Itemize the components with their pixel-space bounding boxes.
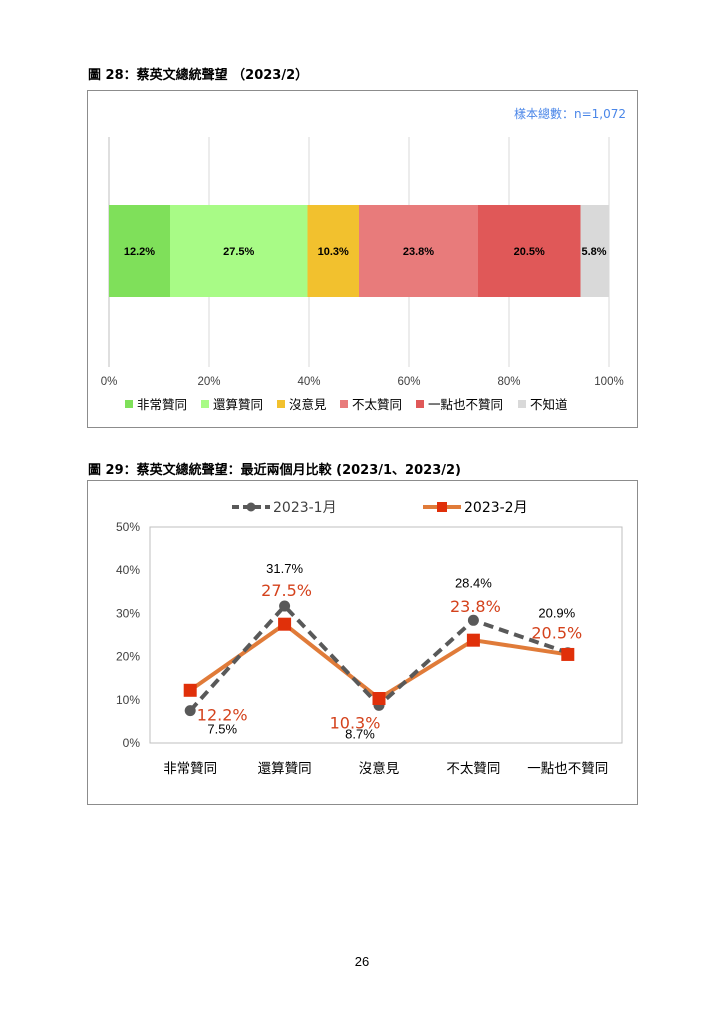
data-point-feb	[372, 692, 386, 706]
legend-label: 非常贊同	[137, 397, 187, 412]
data-point-feb	[561, 647, 575, 661]
plot-area	[149, 526, 623, 744]
y-tick-label: 40%	[116, 563, 140, 577]
legend-label: 不太贊同	[352, 397, 402, 412]
data-point-jan	[279, 600, 291, 612]
data-label-feb: 12.2%	[197, 705, 248, 724]
x-category-label: 還算贊同	[258, 761, 312, 777]
legend-marker-feb	[437, 502, 447, 512]
data-label: 27.5%	[223, 246, 254, 258]
line-chart: 0% 10% 20% 30% 40% 50% 非常贊同 還算贊同 沒意見 不太贊同 一點也不贊同 20…	[116, 500, 623, 777]
figure-29-frame: 0% 10% 20% 30% 40% 50% 非常贊同 還算贊同 沒意見 不太贊同 一點也不贊同 20…	[87, 480, 638, 805]
data-label-feb: 20.5%	[531, 623, 582, 642]
x-tick-label: 20%	[197, 376, 220, 388]
y-tick-label: 20%	[116, 650, 140, 664]
x-tick-label: 80%	[497, 376, 520, 388]
data-label: 20.5%	[514, 246, 545, 258]
figure-28-frame: 樣本總數：n=1,072 0% 20% 40% 60% 80% 100% 12.2% 27.5%…	[87, 90, 638, 428]
y-tick-label: 50%	[116, 520, 140, 534]
stacked-bar-chart: 樣本總數：n=1,072 0% 20% 40% 60% 80% 100% 12.2% 27.5%…	[101, 106, 626, 412]
legend-marker-jan	[246, 502, 256, 512]
data-label-feb: 10.3%	[330, 714, 381, 733]
data-label-jan: 31.7%	[266, 561, 303, 576]
data-label: 23.8%	[403, 246, 434, 258]
y-tick-label: 30%	[116, 606, 140, 620]
legend-label: 沒意見	[289, 397, 327, 412]
legend-swatch	[201, 400, 209, 408]
x-category-label: 不太贊同	[446, 761, 500, 777]
legend-swatch	[340, 400, 348, 408]
bar-segment	[478, 205, 581, 297]
figure-29-title: 圖 29：蔡英文總統聲望：最近兩個月比較 (2023/1、2023/2)	[88, 463, 461, 478]
series-line-feb	[189, 622, 569, 701]
x-tick-label: 0%	[101, 376, 118, 388]
data-label: 5.8%	[582, 246, 607, 258]
data-label: 10.3%	[318, 246, 349, 258]
y-tick-label: 0%	[123, 736, 141, 750]
data-label: 12.2%	[124, 246, 155, 258]
sample-size-label: 樣本總數：n=1,072	[514, 106, 626, 121]
data-label-jan: 8.7%	[345, 726, 375, 741]
bar-segment	[307, 205, 359, 297]
x-category-label: 沒意見	[359, 760, 400, 777]
legend-swatch	[518, 400, 526, 408]
page-number: 26	[354, 954, 370, 969]
data-label-jan: 20.9%	[538, 606, 575, 621]
data-point-feb	[278, 617, 292, 631]
legend-label: 一點也不贊同	[428, 397, 503, 412]
data-point-jan	[467, 614, 479, 626]
x-tick-label: 100%	[594, 376, 623, 388]
legend-swatch	[416, 400, 424, 408]
x-tick-label: 40%	[297, 376, 320, 388]
x-tick-label: 60%	[397, 376, 420, 388]
bar-segment	[359, 205, 478, 297]
legend-swatch	[277, 400, 285, 408]
x-category-label: 一點也不贊同	[527, 761, 608, 777]
data-label-jan: 7.5%	[207, 722, 237, 737]
legend-label-jan: 2023-1月	[273, 500, 337, 516]
data-label-feb: 23.8%	[450, 597, 501, 616]
bar-segment	[580, 205, 610, 297]
x-category-label: 非常贊同	[163, 761, 217, 777]
data-point-feb	[466, 633, 480, 647]
bar-segment	[170, 205, 308, 297]
figure-28-title: 圖 28：蔡英文總統聲望 （2023/2）	[88, 68, 309, 83]
legend-swatch	[125, 400, 133, 408]
data-point-feb	[183, 683, 197, 697]
legend-label-feb: 2023-2月	[464, 500, 528, 516]
legend-label: 還算贊同	[213, 397, 263, 412]
data-label-jan: 28.4%	[455, 575, 492, 590]
data-label-feb: 27.5%	[261, 581, 312, 600]
bar-segment	[109, 205, 170, 297]
legend-label: 不知道	[530, 397, 568, 412]
y-tick-label: 10%	[116, 693, 140, 707]
data-point-jan	[184, 705, 196, 717]
